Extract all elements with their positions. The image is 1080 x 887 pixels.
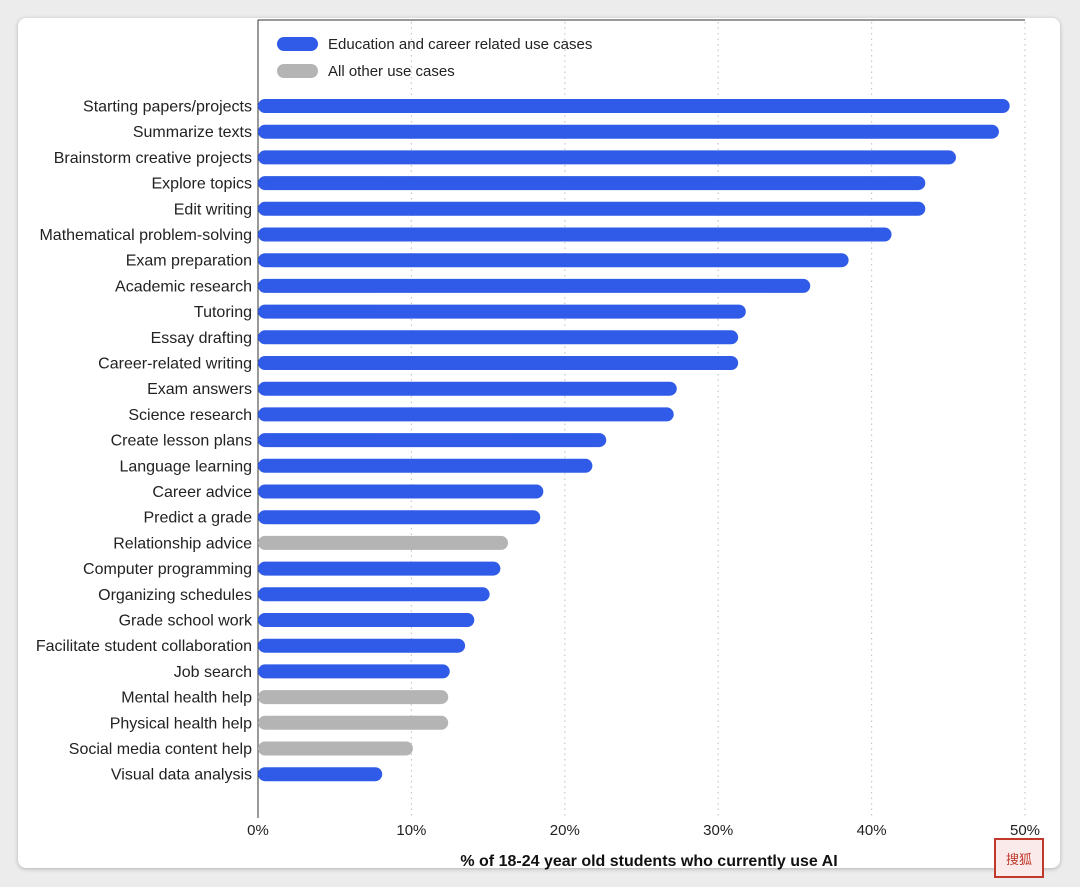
x-tick-label: 10% <box>396 822 426 839</box>
bar <box>258 638 466 653</box>
category-label: Mental health help <box>121 690 252 707</box>
bar <box>258 587 490 602</box>
bar <box>258 510 541 525</box>
legend-swatch <box>277 37 318 51</box>
bar <box>258 201 926 216</box>
bar <box>258 535 509 550</box>
bar <box>258 767 383 782</box>
x-tick-label: 0% <box>247 822 269 839</box>
category-label: Academic research <box>115 278 252 295</box>
category-label: Social media content help <box>69 741 252 758</box>
legend-label: All other use cases <box>328 63 455 80</box>
category-label: Computer programming <box>83 561 252 578</box>
category-label: Exam answers <box>147 381 252 398</box>
category-label: Career-related writing <box>98 356 252 373</box>
category-label: Science research <box>128 407 252 424</box>
bar <box>258 330 739 345</box>
category-label: Relationship advice <box>113 535 252 552</box>
category-label: Mathematical problem-solving <box>39 227 252 244</box>
bar <box>258 407 674 422</box>
bar <box>258 664 450 679</box>
bar <box>258 484 544 499</box>
bar <box>258 124 999 139</box>
bar <box>258 356 739 370</box>
category-label: Summarize texts <box>133 124 252 141</box>
legend-swatch <box>277 64 318 78</box>
category-label: Explore topics <box>152 176 253 193</box>
category-label: Exam preparation <box>126 253 252 270</box>
x-tick-label: 30% <box>703 822 733 839</box>
bar <box>258 227 892 242</box>
category-label: Brainstorm creative projects <box>54 150 252 167</box>
bar <box>258 715 449 730</box>
x-tick-label: 20% <box>550 822 580 839</box>
category-label: Edit writing <box>174 201 252 218</box>
bar <box>258 176 926 191</box>
category-label: Career advice <box>152 484 252 501</box>
legend: Education and career related use cases Al… <box>277 36 592 80</box>
bars <box>258 99 1010 782</box>
bar <box>258 99 1010 113</box>
bar <box>258 304 746 319</box>
category-label: Predict a grade <box>143 510 252 527</box>
category-label: Organizing schedules <box>98 587 252 604</box>
bar <box>258 561 501 576</box>
bar <box>258 613 475 627</box>
x-tick-labels: 0% 10% 20% 30% 40% 50% <box>247 822 1040 839</box>
bar <box>258 433 607 448</box>
watermark-stamp: 搜狐 <box>994 838 1044 878</box>
category-label: Job search <box>174 664 252 681</box>
category-label: Grade school work <box>119 613 253 630</box>
category-label: Visual data analysis <box>111 767 252 784</box>
bar <box>258 690 449 705</box>
category-label: Create lesson plans <box>111 433 252 450</box>
category-label: Essay drafting <box>151 330 252 347</box>
category-label: Physical health help <box>110 715 252 732</box>
bar <box>258 741 413 756</box>
bar <box>258 458 593 473</box>
x-axis-title: % of 18-24 year old students who current… <box>460 853 837 870</box>
category-label: Starting papers/projects <box>83 99 252 116</box>
x-tick-label: 40% <box>857 822 887 839</box>
category-label: Tutoring <box>194 304 252 321</box>
legend-label: Education and career related use cases <box>328 36 592 53</box>
bar <box>258 381 677 396</box>
bar <box>258 278 811 293</box>
category-labels: Starting papers/projects Summarize texts B… <box>36 99 253 784</box>
category-label: Facilitate student collaboration <box>36 638 252 655</box>
bar <box>258 253 849 268</box>
x-tick-label: 50% <box>1010 822 1040 839</box>
category-label: Language learning <box>119 458 252 475</box>
bar <box>258 150 956 165</box>
